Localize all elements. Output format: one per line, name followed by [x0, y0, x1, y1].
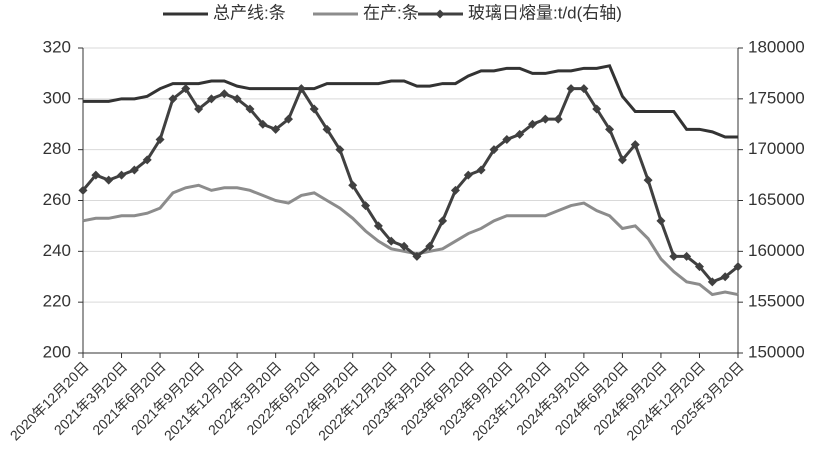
y-tick-label: 200 [43, 342, 71, 361]
point [425, 241, 435, 251]
point [386, 236, 396, 246]
series-line [81, 85, 739, 284]
point [682, 251, 692, 261]
point [502, 135, 512, 144]
point [181, 84, 191, 94]
point [643, 175, 653, 185]
y-tick-label: 300 [43, 88, 71, 107]
series-line [83, 64, 738, 139]
point [142, 155, 152, 165]
point [117, 170, 127, 180]
point [283, 114, 293, 124]
point [258, 119, 268, 129]
y-tick-label: 260 [43, 190, 71, 209]
point [630, 140, 640, 150]
point [605, 124, 615, 134]
point [155, 135, 165, 144]
y2-tick-label: 175000 [748, 88, 805, 107]
point [528, 119, 538, 129]
point [129, 165, 139, 175]
y2-tick-label: 180000 [748, 37, 805, 56]
y-tick-label: 280 [43, 139, 71, 158]
point [335, 145, 345, 155]
point [617, 155, 627, 165]
point [669, 251, 679, 261]
point [733, 262, 743, 272]
point [168, 94, 178, 104]
point [296, 84, 306, 94]
legend-marker [435, 9, 445, 19]
point [476, 165, 486, 175]
legend-label: 玻璃日熔量:t/d(右轴) [468, 3, 622, 22]
point [720, 272, 730, 282]
legend-label: 在产:条 [363, 3, 419, 22]
y-tick-label: 320 [43, 37, 71, 56]
y2-tick-label: 160000 [748, 241, 805, 260]
point [104, 175, 114, 185]
y2-tick-label: 170000 [748, 139, 805, 158]
point [592, 104, 602, 114]
point [194, 104, 204, 114]
y2-tick-label: 165000 [748, 190, 805, 209]
point [438, 216, 448, 226]
point [373, 221, 383, 231]
point [219, 89, 229, 99]
series-line [82, 183, 739, 297]
point [489, 145, 499, 155]
point [78, 185, 88, 195]
point [348, 180, 358, 190]
point [515, 129, 525, 139]
point [412, 251, 422, 261]
point [361, 201, 371, 211]
point [463, 170, 473, 180]
point [450, 185, 460, 195]
y-tick-label: 240 [43, 241, 71, 260]
y-tick-label: 220 [43, 292, 71, 311]
y2-tick-label: 150000 [748, 342, 805, 361]
point [232, 94, 242, 104]
point [656, 216, 666, 226]
point [694, 262, 704, 272]
point [707, 277, 717, 287]
point [553, 114, 563, 124]
legend-label: 总产线:条 [213, 3, 286, 22]
point [309, 104, 319, 114]
point [271, 124, 281, 134]
point [399, 241, 409, 251]
point [91, 170, 101, 180]
point [579, 84, 589, 94]
point [206, 94, 216, 104]
point [566, 84, 576, 94]
y2-tick-label: 155000 [748, 292, 805, 311]
point [540, 114, 550, 124]
point [322, 124, 332, 134]
point [245, 104, 255, 114]
